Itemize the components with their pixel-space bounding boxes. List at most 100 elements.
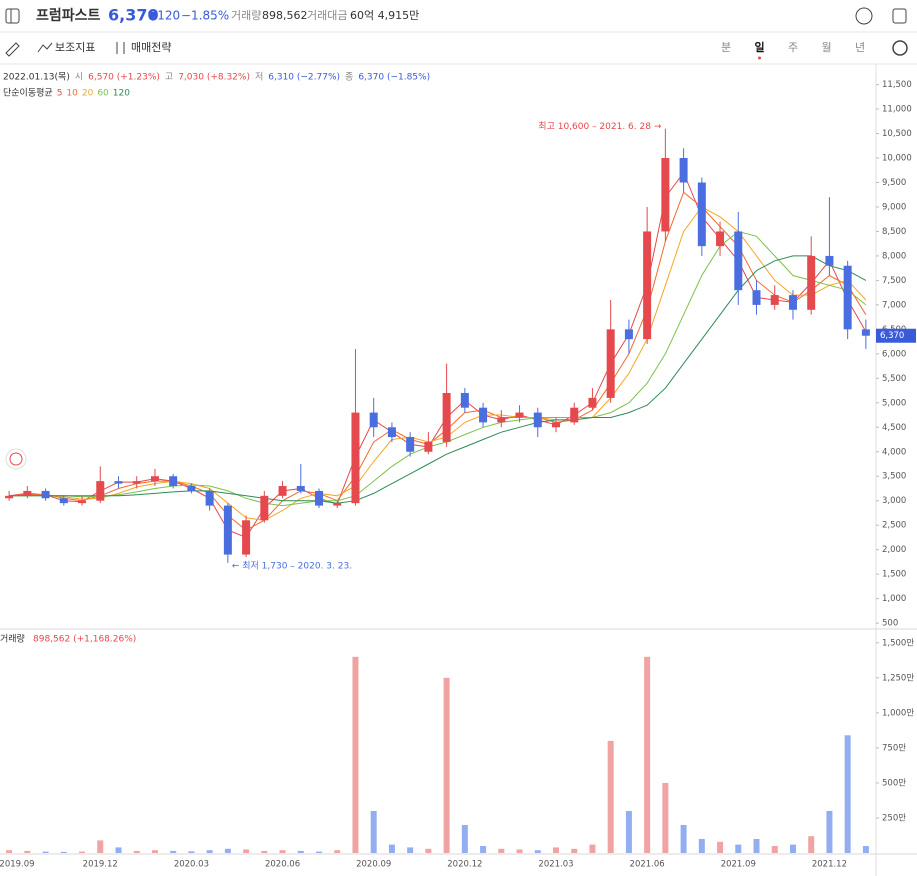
candle-body xyxy=(406,437,415,452)
candle-body xyxy=(296,486,305,491)
candle-body xyxy=(624,329,633,340)
candle-body xyxy=(242,520,251,555)
candle-body xyxy=(23,490,32,496)
y-tick-label: 3,000 xyxy=(882,496,906,506)
candle-body xyxy=(533,412,542,428)
volume-bar xyxy=(24,850,31,853)
candle-body xyxy=(96,481,105,501)
volume-bar xyxy=(644,656,651,853)
y-tick-label: 11,500 xyxy=(882,80,912,90)
info-text: 종 xyxy=(345,72,353,83)
candle-body xyxy=(260,495,269,521)
high-annotation: 최고 10,600 – 2021. 6. 28 → xyxy=(538,121,662,132)
volume-bar xyxy=(662,782,669,853)
candle-body xyxy=(515,412,524,418)
volume-bar xyxy=(279,850,286,853)
volume-bar xyxy=(79,851,86,853)
volume-bar xyxy=(206,850,213,853)
period-tab[interactable]: 년 xyxy=(855,41,865,54)
volume-bar xyxy=(516,849,523,853)
scroll-back-button[interactable] xyxy=(5,448,27,470)
change: ▼120 xyxy=(148,9,180,23)
settings-button[interactable] xyxy=(892,40,908,56)
volume-bar xyxy=(498,848,505,853)
period-tab[interactable]: 일 xyxy=(754,40,764,54)
candle-body xyxy=(861,329,870,336)
candle-body xyxy=(551,422,560,428)
volume-bar xyxy=(607,740,614,853)
panel-button[interactable] xyxy=(892,8,907,24)
y-tick-label: 5,000 xyxy=(882,398,906,408)
info-text: 7,030 (+8.32%) xyxy=(178,73,250,83)
y-tick-label: 5,500 xyxy=(882,374,906,384)
volume-bar xyxy=(6,850,13,853)
volume-bar xyxy=(334,850,341,853)
volume-bar xyxy=(826,810,833,853)
volume-label: 거래량 xyxy=(231,9,261,22)
strategy-button[interactable]: 매매전략 xyxy=(131,41,171,54)
candle-body xyxy=(333,503,342,506)
volume-bar xyxy=(461,824,468,853)
candle-body xyxy=(59,498,68,504)
info-text: 6,310 (−2.77%) xyxy=(268,73,340,83)
volume-bar xyxy=(589,844,596,853)
y-tick-label: 500 xyxy=(882,619,898,629)
y-tick-label: 8,500 xyxy=(882,227,906,237)
x-tick-label: 2020.03 xyxy=(174,860,209,870)
volume-title: 거래량 xyxy=(0,633,25,645)
x-tick-label: 2021.12 xyxy=(812,860,847,870)
period-tab[interactable]: 주 xyxy=(788,41,798,54)
candle-body xyxy=(41,490,50,499)
candle-body xyxy=(497,417,506,423)
volume-bar xyxy=(753,838,760,853)
volume-bar xyxy=(60,851,67,853)
volume-bar xyxy=(352,656,359,853)
period-tab[interactable]: 월 xyxy=(821,41,831,54)
y-tick-label: 7,500 xyxy=(882,276,906,286)
volume-bar xyxy=(188,851,195,853)
volume-bar xyxy=(243,849,250,853)
indicator-icon xyxy=(37,42,53,53)
volume-tick-label: 1,000만 xyxy=(882,708,914,718)
draw-tool[interactable] xyxy=(5,42,20,57)
y-tick-label: 10,500 xyxy=(882,129,912,139)
volume-bar xyxy=(370,810,377,853)
legend-entry: 5 xyxy=(57,89,63,99)
legend-entry: 10 xyxy=(66,89,78,99)
x-tick-label: 2020.06 xyxy=(265,860,300,870)
volume-bar xyxy=(224,848,231,853)
stock-name: 프럼파스트 xyxy=(36,8,101,24)
y-tick-label: 4,000 xyxy=(882,447,906,457)
current-price-label: 6,370 xyxy=(880,331,904,341)
legend-entry: 120 xyxy=(113,89,130,99)
info-text: 시 xyxy=(75,72,83,83)
scroll-back-icon xyxy=(9,452,23,466)
info-text: 저 xyxy=(255,72,263,83)
candle-body xyxy=(825,255,834,266)
low-annotation: ← 최저 1,730 – 2020. 3. 23. xyxy=(232,560,352,571)
volume-bar xyxy=(571,848,578,853)
volume-bar xyxy=(844,735,851,853)
y-tick-label: 2,500 xyxy=(882,521,906,531)
candle-body xyxy=(570,407,579,423)
indicator-button[interactable]: 보조지표 xyxy=(55,41,95,54)
candle-body xyxy=(369,412,378,428)
volume-bar xyxy=(789,844,796,853)
active-tab-dot xyxy=(758,56,761,60)
candle-body xyxy=(661,158,670,232)
volume-bar xyxy=(425,848,432,853)
volume-bar xyxy=(534,850,541,853)
more-button[interactable] xyxy=(855,7,873,25)
candle-body xyxy=(315,490,324,506)
volume-bar xyxy=(115,847,122,853)
sidebar-icon[interactable] xyxy=(5,8,20,24)
volume-tick-label: 1,250만 xyxy=(882,673,914,683)
ohlc-info: 2022.01.13(목) 시 6,570 (+1.23%) 고 7,030 (+8.3… xyxy=(3,72,430,99)
candle-body xyxy=(5,495,14,499)
volume-bar xyxy=(680,824,687,853)
period-tab[interactable]: 분 xyxy=(721,41,731,54)
amount-value: 60억 4,915만 xyxy=(350,9,419,22)
candle-body xyxy=(679,158,688,183)
